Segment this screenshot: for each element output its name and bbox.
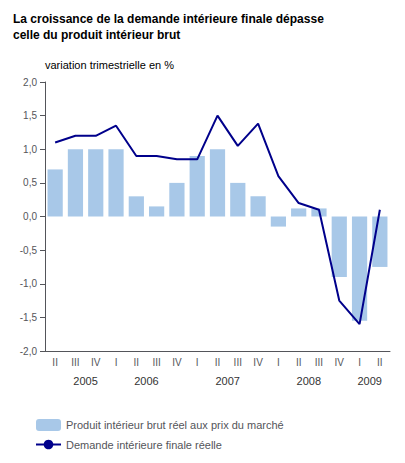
svg-text:0,5: 0,5 (23, 177, 37, 188)
svg-text:-2,0: -2,0 (20, 346, 38, 357)
svg-text:-1,0: -1,0 (20, 278, 38, 289)
svg-text:III: III (71, 357, 79, 368)
svg-text:II: II (215, 357, 221, 368)
svg-text:III: III (234, 357, 242, 368)
svg-text:IV: IV (253, 357, 263, 368)
svg-text:II: II (134, 357, 140, 368)
svg-text:La croissance de la demande in: La croissance de la demande intérieure f… (13, 12, 324, 26)
svg-text:III: III (315, 357, 323, 368)
svg-text:III: III (152, 357, 160, 368)
svg-text:1,5: 1,5 (23, 110, 37, 121)
svg-text:1,0: 1,0 (23, 144, 37, 155)
svg-text:2009: 2009 (357, 375, 381, 387)
svg-text:Produit intérieur brut réel au: Produit intérieur brut réel aux prix du … (66, 419, 284, 431)
svg-text:variation trimestrielle en %: variation trimestrielle en % (45, 59, 174, 71)
svg-text:II: II (296, 357, 302, 368)
svg-text:I: I (115, 357, 118, 368)
svg-text:I: I (358, 357, 361, 368)
svg-text:Demande intérieure finale réel: Demande intérieure finale réelle (66, 439, 222, 451)
svg-text:II: II (52, 357, 58, 368)
svg-text:-1,5: -1,5 (20, 312, 38, 323)
svg-text:I: I (196, 357, 199, 368)
svg-text:IV: IV (335, 357, 345, 368)
svg-text:celle du produit intérieur bru: celle du produit intérieur brut (13, 28, 180, 42)
svg-text:IV: IV (91, 357, 101, 368)
svg-text:2006: 2006 (134, 375, 158, 387)
svg-text:IV: IV (172, 357, 182, 368)
svg-text:2005: 2005 (73, 375, 97, 387)
svg-text:2,0: 2,0 (23, 77, 37, 88)
svg-text:II: II (377, 357, 383, 368)
svg-text:2007: 2007 (215, 375, 239, 387)
svg-text:0,0: 0,0 (23, 211, 37, 222)
svg-text:-0,5: -0,5 (20, 245, 38, 256)
svg-text:2008: 2008 (297, 375, 321, 387)
svg-text:I: I (277, 357, 280, 368)
